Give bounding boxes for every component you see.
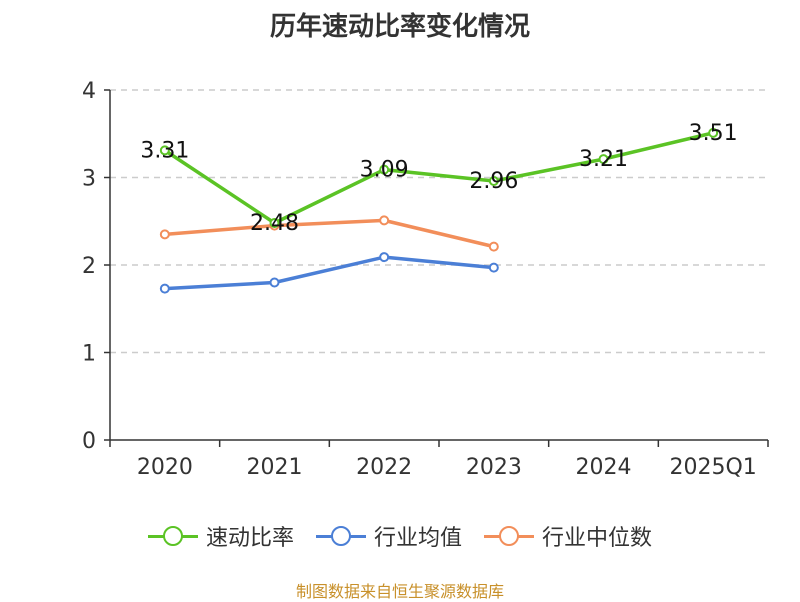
y-tick-label: 1 bbox=[82, 342, 96, 367]
y-tick-label: 4 bbox=[82, 79, 96, 104]
data-point bbox=[159, 283, 170, 294]
data-point bbox=[159, 229, 170, 240]
legend-item[interactable]: 速动比率 bbox=[147, 520, 294, 552]
data-point bbox=[269, 218, 280, 228]
x-tick-label: 2025Q1 bbox=[670, 455, 757, 480]
data-label: 3.31 bbox=[140, 138, 189, 163]
legend-marker bbox=[484, 525, 534, 547]
data-label: 3.51 bbox=[689, 121, 738, 146]
series-line-2 bbox=[164, 218, 495, 249]
data-label: 3.21 bbox=[579, 147, 628, 172]
data-point bbox=[379, 215, 390, 226]
x-tick-label: 2024 bbox=[576, 455, 632, 480]
data-label: 3.09 bbox=[360, 158, 409, 183]
data-point bbox=[598, 154, 609, 165]
x-tick-label: 2021 bbox=[247, 455, 303, 480]
data-point bbox=[379, 252, 390, 263]
y-tick-label: 2 bbox=[82, 254, 96, 279]
chart-title: 历年速动比率变化情况 bbox=[269, 12, 530, 42]
y-tick-label: 0 bbox=[82, 429, 96, 454]
legend-label: 行业均值 bbox=[373, 526, 462, 551]
x-tick-label: 2023 bbox=[466, 455, 522, 480]
legend-item[interactable]: 行业均值 bbox=[315, 520, 462, 552]
legend-marker bbox=[315, 525, 366, 547]
x-tick-label: 2022 bbox=[356, 455, 412, 480]
data-label: 2.96 bbox=[469, 169, 518, 194]
data-point bbox=[269, 277, 280, 288]
data-label: 2.48 bbox=[250, 211, 299, 236]
series-line-0 bbox=[163, 131, 714, 225]
legend-marker bbox=[147, 525, 198, 547]
data-point bbox=[488, 241, 499, 252]
legend-label: 行业中位数 bbox=[542, 526, 653, 551]
footer-source: 制图数据来自恒生聚源数据库 bbox=[295, 582, 504, 601]
data-point bbox=[379, 164, 390, 175]
legend-item[interactable]: 行业中位数 bbox=[484, 520, 652, 552]
legend: 速动比率 行业均值 行业中位数 bbox=[0, 520, 800, 552]
series-line-1 bbox=[164, 255, 495, 291]
data-point bbox=[488, 176, 499, 186]
legend-label: 速动比率 bbox=[205, 526, 294, 551]
data-point bbox=[159, 145, 170, 156]
y-tick-label: 3 bbox=[82, 167, 96, 192]
data-point bbox=[708, 127, 719, 138]
data-point bbox=[488, 262, 499, 273]
x-tick-label: 2020 bbox=[137, 455, 193, 480]
